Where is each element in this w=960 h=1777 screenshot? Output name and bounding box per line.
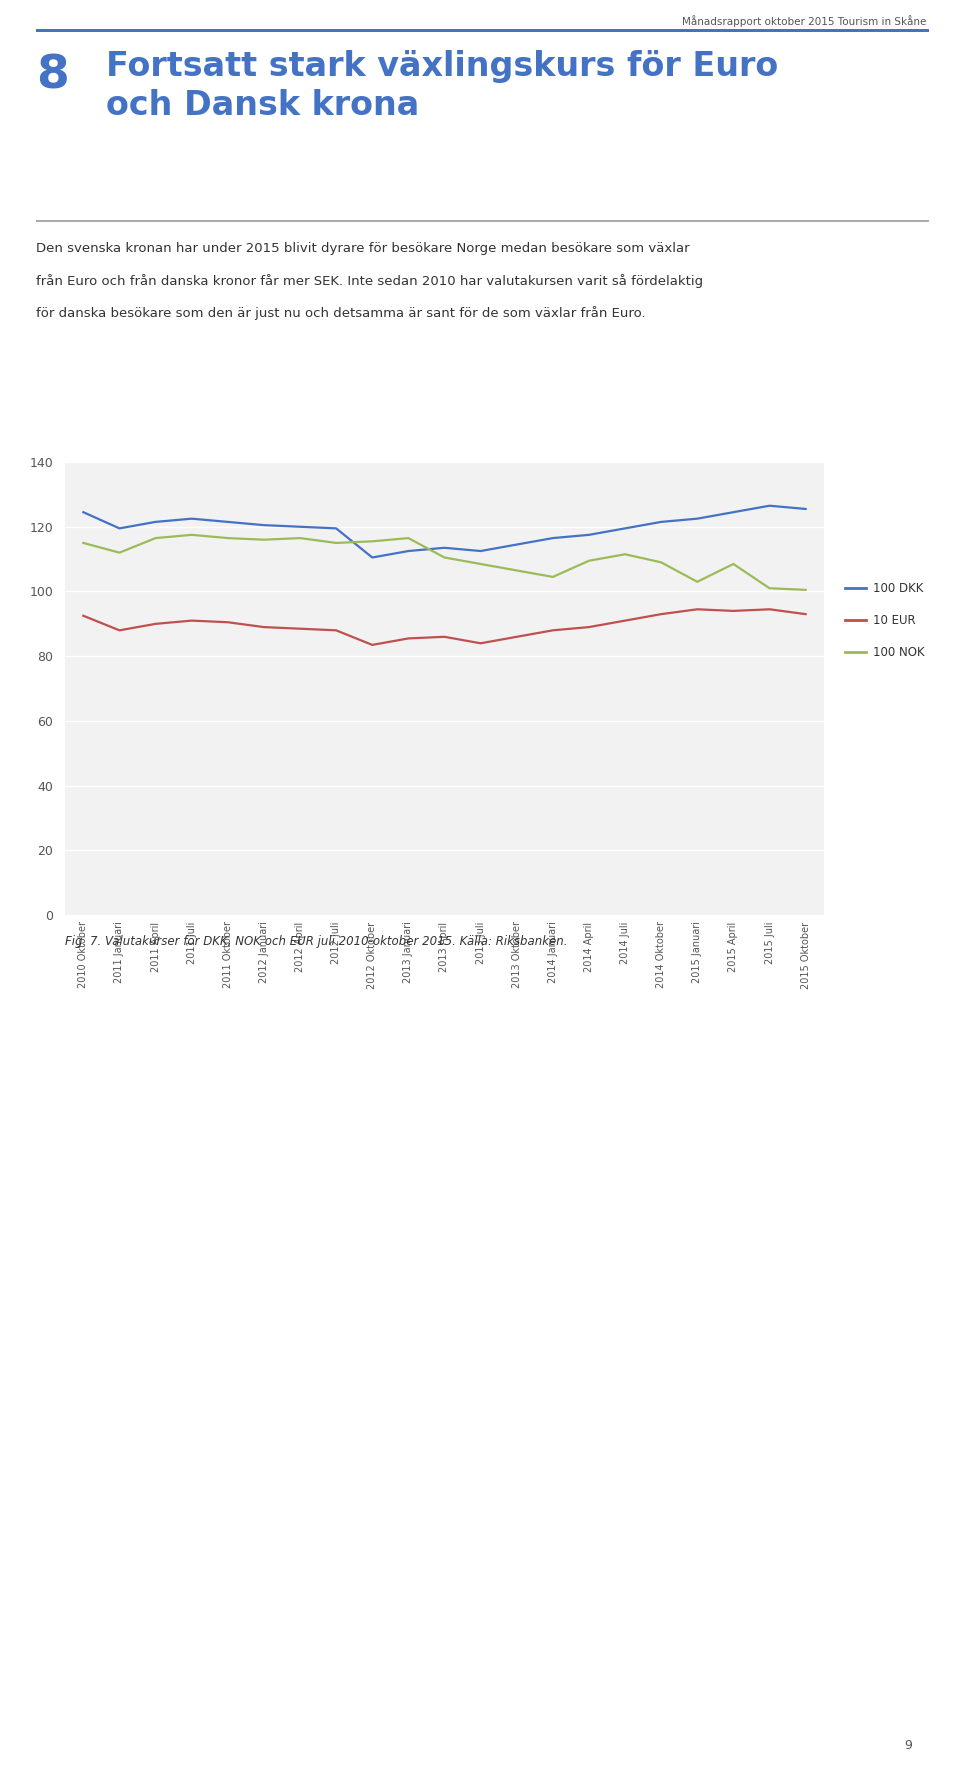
Text: för danska besökare som den är just nu och detsamma är sant för de som växlar fr: för danska besökare som den är just nu o… xyxy=(36,306,646,320)
Text: Fortsatt stark växlingskurs för Euro: Fortsatt stark växlingskurs för Euro xyxy=(106,50,778,84)
Legend: 100 DKK, 10 EUR, 100 NOK: 100 DKK, 10 EUR, 100 NOK xyxy=(845,583,924,659)
Text: Månadsrapport oktober 2015 Tourism in Skåne: Månadsrapport oktober 2015 Tourism in Sk… xyxy=(682,14,926,27)
Text: från Euro och från danska kronor får mer SEK. Inte sedan 2010 har valutakursen v: från Euro och från danska kronor får mer… xyxy=(36,274,704,288)
Text: Fig. 7. Valutakurser för DKK, NOK och EUR juli 2010-oktober 2015. Källa: Riksban: Fig. 7. Valutakurser för DKK, NOK och EU… xyxy=(65,935,567,947)
Text: 9: 9 xyxy=(904,1740,912,1752)
Text: och Dansk krona: och Dansk krona xyxy=(106,89,419,123)
Text: 8: 8 xyxy=(36,53,69,98)
Text: Den svenska kronan har under 2015 blivit dyrare för besökare Norge medan besökar: Den svenska kronan har under 2015 blivit… xyxy=(36,242,690,254)
